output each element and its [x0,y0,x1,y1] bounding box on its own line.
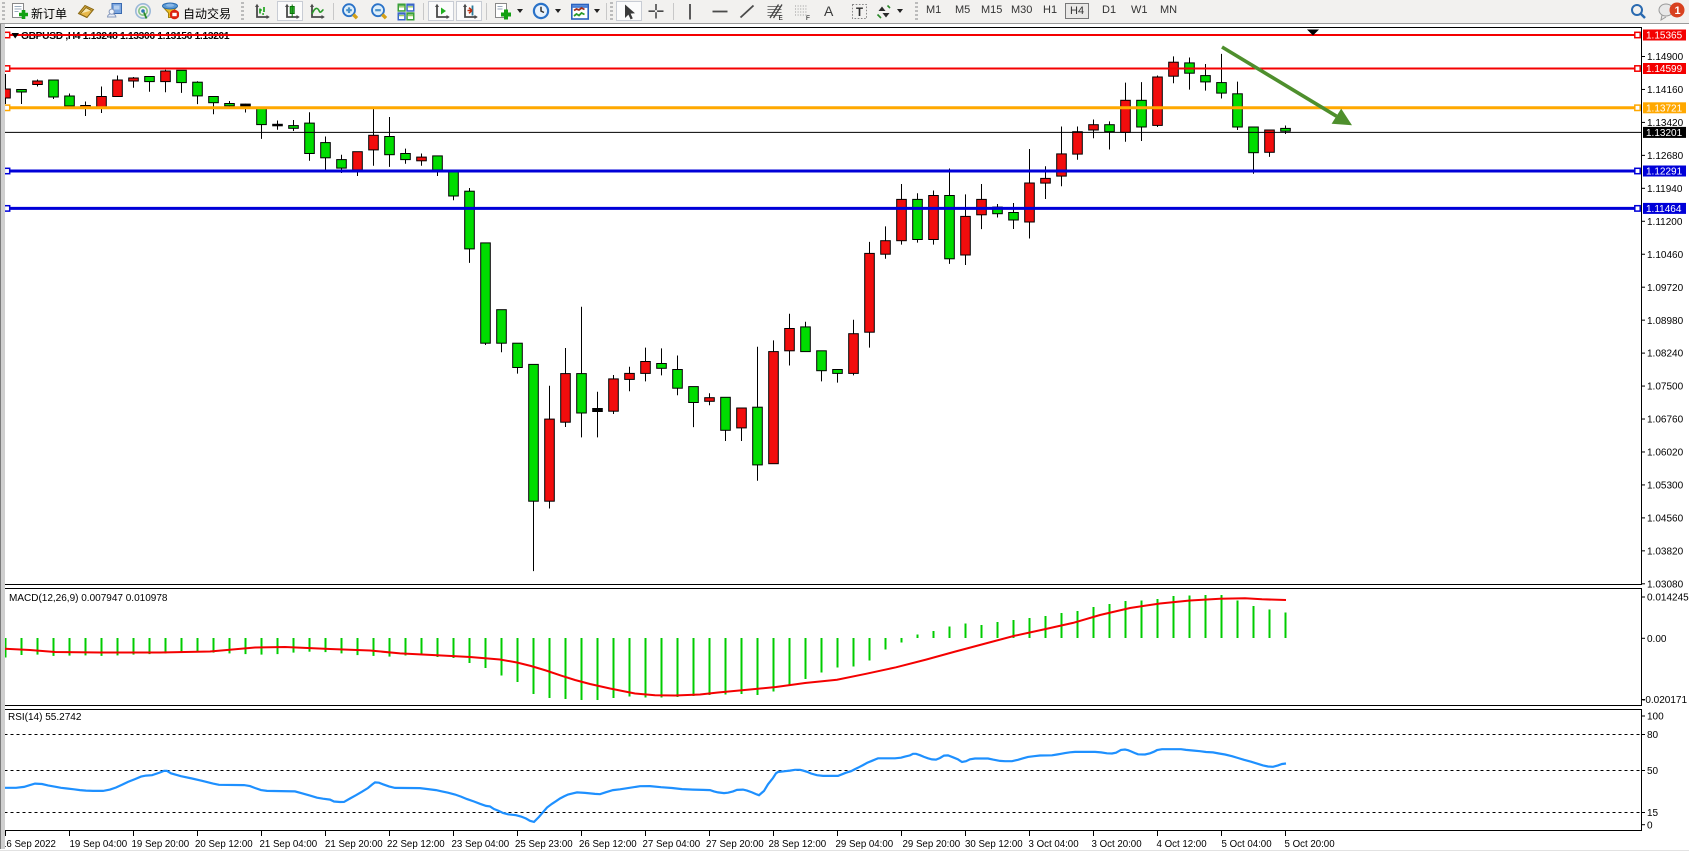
svg-text:0.014245: 0.014245 [1647,593,1689,604]
svg-text:0: 0 [1647,820,1653,831]
svg-text:4 Oct 12:00: 4 Oct 12:00 [1157,839,1208,850]
svg-text:RSI(14) 55.2742: RSI(14) 55.2742 [8,712,82,723]
svg-text:1.13201: 1.13201 [1646,128,1683,139]
svg-text:27 Sep 04:00: 27 Sep 04:00 [643,839,701,850]
svg-text:21 Sep 20:00: 21 Sep 20:00 [325,839,383,850]
svg-text:50: 50 [1647,766,1659,777]
svg-text:1.11200: 1.11200 [1647,217,1683,228]
svg-text:1.10460: 1.10460 [1647,250,1684,261]
svg-text:1.07500: 1.07500 [1647,382,1684,393]
svg-text:19 Sep 20:00: 19 Sep 20:00 [132,839,190,850]
svg-text:23 Sep 04:00: 23 Sep 04:00 [452,839,510,850]
svg-text:26 Sep 12:00: 26 Sep 12:00 [579,839,637,850]
svg-text:25 Sep 23:00: 25 Sep 23:00 [515,839,573,850]
svg-text:1.03080: 1.03080 [1647,579,1684,590]
svg-text:T: T [856,7,863,19]
svg-text:5 Oct 20:00: 5 Oct 20:00 [1285,839,1336,850]
svg-text:22 Sep 12:00: 22 Sep 12:00 [387,839,445,850]
svg-text:1.12291: 1.12291 [1646,167,1683,178]
svg-text:1.05300: 1.05300 [1647,481,1684,492]
svg-text:100: 100 [1647,712,1664,723]
svg-text:3 Oct 20:00: 3 Oct 20:00 [1092,839,1143,850]
svg-text:3 Oct 04:00: 3 Oct 04:00 [1029,839,1080,850]
svg-text:1.13420: 1.13420 [1647,118,1684,129]
svg-text:1.04560: 1.04560 [1647,513,1684,524]
svg-text:1.14599: 1.14599 [1646,64,1683,75]
svg-text:28 Sep 12:00: 28 Sep 12:00 [769,839,827,850]
svg-text:1.11940: 1.11940 [1647,184,1683,195]
svg-text:1.12680: 1.12680 [1647,151,1684,162]
svg-text:19 Sep 04:00: 19 Sep 04:00 [70,839,128,850]
svg-text:1.15365: 1.15365 [1646,31,1683,42]
svg-text:80: 80 [1647,730,1659,741]
svg-text:20 Sep 12:00: 20 Sep 12:00 [195,839,253,850]
svg-text:1.06760: 1.06760 [1647,415,1684,426]
svg-text:1.13721: 1.13721 [1646,103,1683,114]
svg-text:5 Oct 04:00: 5 Oct 04:00 [1222,839,1273,850]
svg-text:29 Sep 20:00: 29 Sep 20:00 [903,839,961,850]
svg-text:0.00: 0.00 [1647,634,1667,645]
svg-text:21 Sep 04:00: 21 Sep 04:00 [260,839,318,850]
svg-text:MACD(12,26,9) 0.007947 0.01097: MACD(12,26,9) 0.007947 0.010978 [9,593,168,604]
svg-text:1.14900: 1.14900 [1647,52,1684,63]
svg-text:1.14160: 1.14160 [1647,85,1684,96]
svg-text:16 Sep 2022: 16 Sep 2022 [1,839,56,850]
svg-text:1.06020: 1.06020 [1647,448,1684,459]
svg-text:30 Sep 12:00: 30 Sep 12:00 [965,839,1023,850]
svg-text:1.11464: 1.11464 [1646,204,1682,215]
svg-text:-0.020171: -0.020171 [1642,695,1687,706]
svg-text:1.03820: 1.03820 [1647,546,1684,557]
svg-text:F: F [806,15,810,21]
svg-text:27 Sep 20:00: 27 Sep 20:00 [706,839,764,850]
svg-text:GBPUSD ,H4 1.13248 1.13306 1.: GBPUSD ,H4 1.13248 1.13306 1.13156 1.132… [21,31,230,42]
svg-text:1.09720: 1.09720 [1647,283,1684,294]
svg-text:29 Sep 04:00: 29 Sep 04:00 [836,839,894,850]
svg-text:E: E [779,15,784,21]
svg-text:1.08980: 1.08980 [1647,316,1684,327]
svg-text:15: 15 [1647,808,1659,819]
svg-text:1: 1 [1675,5,1681,17]
svg-text:1.08240: 1.08240 [1647,349,1684,360]
